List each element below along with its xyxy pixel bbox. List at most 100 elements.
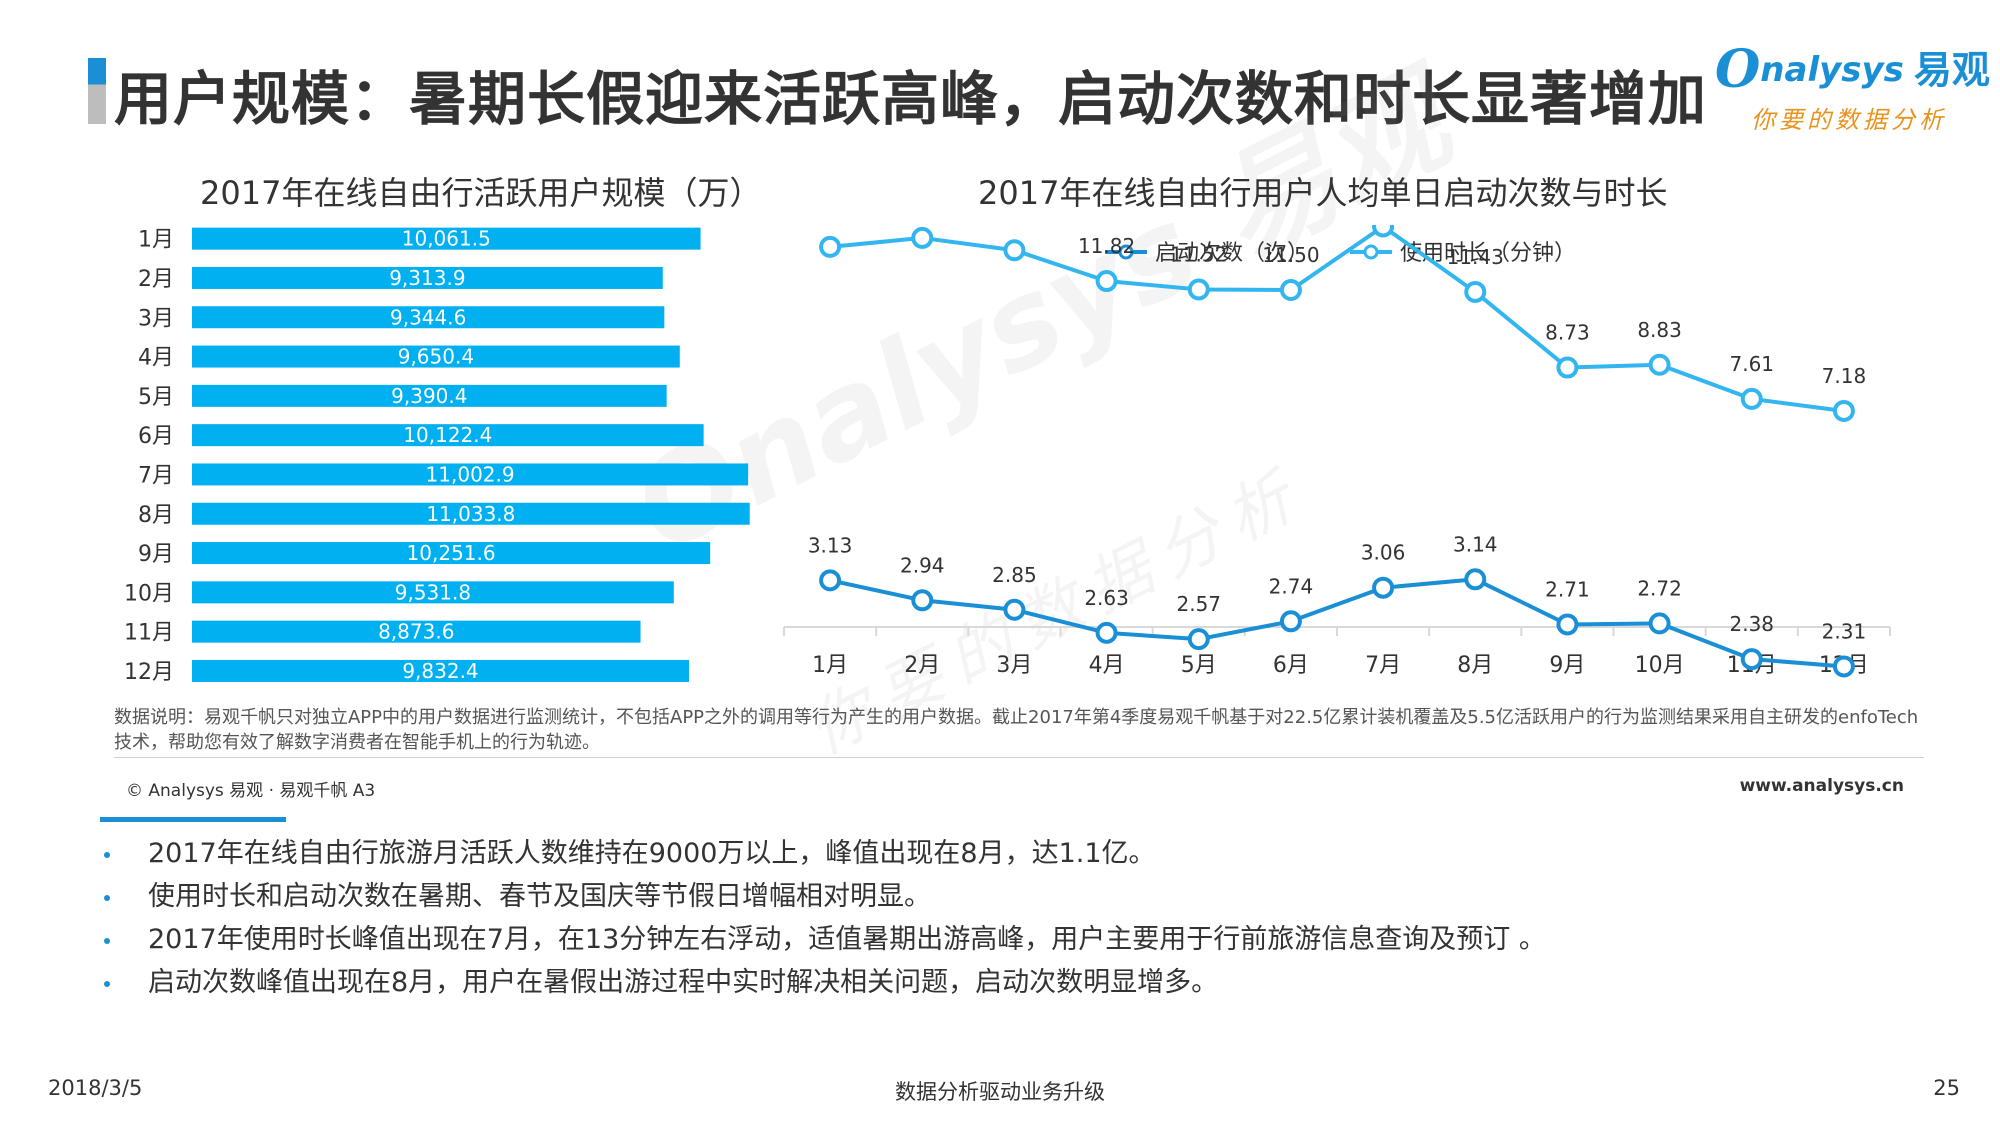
- bar-category-label: 11月: [124, 621, 174, 646]
- data-point: [911, 226, 934, 249]
- finding-item: 使用时长和启动次数在暑期、春节及国庆等节假日增幅相对明显。: [100, 875, 1546, 918]
- data-label: 11.52: [1170, 242, 1227, 266]
- bar-category-label: 7月: [138, 463, 174, 488]
- logo-mark: O: [1715, 39, 1761, 100]
- data-point: [1372, 576, 1395, 599]
- bar-value-label: 9,531.8: [395, 580, 471, 604]
- x-tick-label: 5月: [1181, 653, 1217, 678]
- bar-value-label: 9,390.4: [391, 384, 467, 408]
- series-line: [829, 577, 1845, 669]
- legend-label: 使用时长（分钟）: [1400, 241, 1576, 266]
- data-point: [1464, 280, 1487, 303]
- data-point: [1740, 648, 1763, 671]
- logo-english: nalysys: [1760, 50, 1904, 90]
- data-point: [1556, 613, 1579, 636]
- bar: [192, 384, 667, 407]
- x-tick-label: 8月: [1457, 653, 1493, 678]
- note-divider: [114, 757, 1924, 758]
- bar-value-label: 9,832.4: [402, 659, 478, 683]
- data-point: [819, 235, 842, 258]
- title-accent-bar: [88, 58, 106, 124]
- bar-category-label: 3月: [138, 306, 174, 331]
- bar-category-label: 10月: [124, 581, 174, 606]
- legend-swatch-marker: [1118, 244, 1134, 260]
- bar-category-label: 4月: [138, 346, 174, 371]
- x-tick-label: 7月: [1365, 653, 1401, 678]
- data-label: 2.57: [1176, 592, 1221, 616]
- data-label: 7.18: [1822, 364, 1867, 388]
- data-point: [1464, 568, 1487, 591]
- bar-category-label: 8月: [138, 503, 174, 528]
- logo-chinese: 易观: [1913, 48, 1990, 92]
- bar: [192, 227, 701, 250]
- data-point: [1187, 628, 1210, 651]
- footer-slogan: 数据分析驱动业务升级: [895, 1080, 1105, 1104]
- finding-item: 2017年使用时长峰值出现在7月，在13分钟左右浮动，适值暑期出游高峰，用户主要…: [100, 918, 1546, 961]
- data-point: [1556, 356, 1579, 379]
- bar-value-label: 11,002.9: [426, 462, 515, 486]
- analysys-logo: Onalysys 易观 你要的数据分析: [1715, 39, 1990, 135]
- data-label: 2.71: [1545, 577, 1590, 601]
- data-label: 12.92: [986, 225, 1043, 227]
- page-number: 25: [1933, 1076, 1960, 1100]
- data-point: [1648, 353, 1671, 376]
- x-tick-label: 9月: [1549, 653, 1585, 678]
- data-label: 8.73: [1545, 321, 1590, 345]
- bar: [192, 502, 750, 525]
- data-point: [1832, 655, 1855, 678]
- x-tick-label: 4月: [1089, 653, 1125, 678]
- data-point: [911, 589, 934, 612]
- bar-category-label: 2月: [138, 267, 174, 292]
- data-label: 11.43: [1447, 245, 1504, 269]
- data-point: [819, 569, 842, 592]
- data-point: [1095, 270, 1118, 293]
- bar-category-label: 12月: [124, 660, 174, 685]
- line-chart-title: 2017年在线自由行用户人均单日启动次数与时长: [978, 174, 1668, 212]
- data-label: 3.06: [1361, 541, 1406, 565]
- data-label: 2.94: [900, 553, 945, 577]
- bar-chart: 1月 10,061.5 2月 9,313.9 3月 9,344.6 4月 9,650.4 5月 9…: [124, 227, 750, 685]
- bar-value-label: 9,650.4: [398, 345, 474, 369]
- page-title: 用户规模：暑期长假迎来活跃高峰，启动次数和时长显著增加: [114, 65, 1708, 133]
- data-point: [1372, 225, 1395, 238]
- data-point: [1279, 279, 1302, 301]
- bar: [192, 266, 663, 289]
- bullets-accent-line: [100, 817, 286, 822]
- x-tick-label: 6月: [1273, 653, 1309, 678]
- website-link[interactable]: www.analysys.cn: [1739, 776, 1904, 796]
- data-label: 3.14: [1453, 532, 1498, 556]
- logo-tagline: 你要的数据分析: [1751, 106, 1947, 134]
- x-tick-label: 3月: [996, 653, 1032, 678]
- data-label: 2.85: [992, 563, 1037, 587]
- bar: [192, 620, 641, 643]
- bar-value-label: 11,033.8: [426, 502, 515, 526]
- data-label: 8.83: [1637, 318, 1682, 342]
- data-label: 2.38: [1729, 612, 1774, 636]
- bar-category-label: 6月: [138, 424, 174, 449]
- legend-label: 启动次数（次）: [1155, 241, 1309, 266]
- finding-item: 启动次数峰值出现在8月，用户在暑假出游过程中实时解决相关问题，启动次数明显增多。: [100, 961, 1546, 1004]
- bar-value-label: 10,061.5: [402, 227, 491, 251]
- bar: [192, 345, 680, 368]
- bar: [192, 463, 749, 486]
- x-tick-label: 2月: [904, 653, 940, 678]
- bar-category-label: 1月: [138, 228, 174, 253]
- key-findings-list: 2017年在线自由行旅游月活跃人数维持在9000万以上，峰值出现在8月，达1.1…: [100, 832, 1546, 1004]
- finding-item: 2017年在线自由行旅游月活跃人数维持在9000万以上，峰值出现在8月，达1.1…: [100, 832, 1546, 875]
- bar-value-label: 10,122.4: [403, 423, 492, 447]
- bar-value-label: 8,873.6: [378, 620, 454, 644]
- x-tick-label: 1月: [812, 653, 848, 678]
- copyright: © Analysys 易观 · 易观千帆 A3: [126, 781, 376, 801]
- data-label: 2.63: [1084, 586, 1129, 610]
- data-point: [1187, 278, 1210, 301]
- data-label: 11.50: [1262, 243, 1319, 267]
- bar: [192, 424, 704, 447]
- data-point: [1740, 387, 1763, 410]
- legend-swatch-marker: [1363, 244, 1379, 260]
- data-point: [1003, 239, 1026, 262]
- data-note: 数据说明：易观千帆只对独立APP中的用户数据进行监测统计，不包括APP之外的调用…: [114, 707, 1919, 753]
- data-label: 2.72: [1637, 576, 1682, 600]
- bar: [192, 542, 711, 565]
- footer-date: 2018/3/5: [48, 1076, 143, 1100]
- line-chart: 启动次数（次）使用时长（分钟）1月2月3月4月5月6月7月8月9月10月11月1…: [783, 225, 1891, 678]
